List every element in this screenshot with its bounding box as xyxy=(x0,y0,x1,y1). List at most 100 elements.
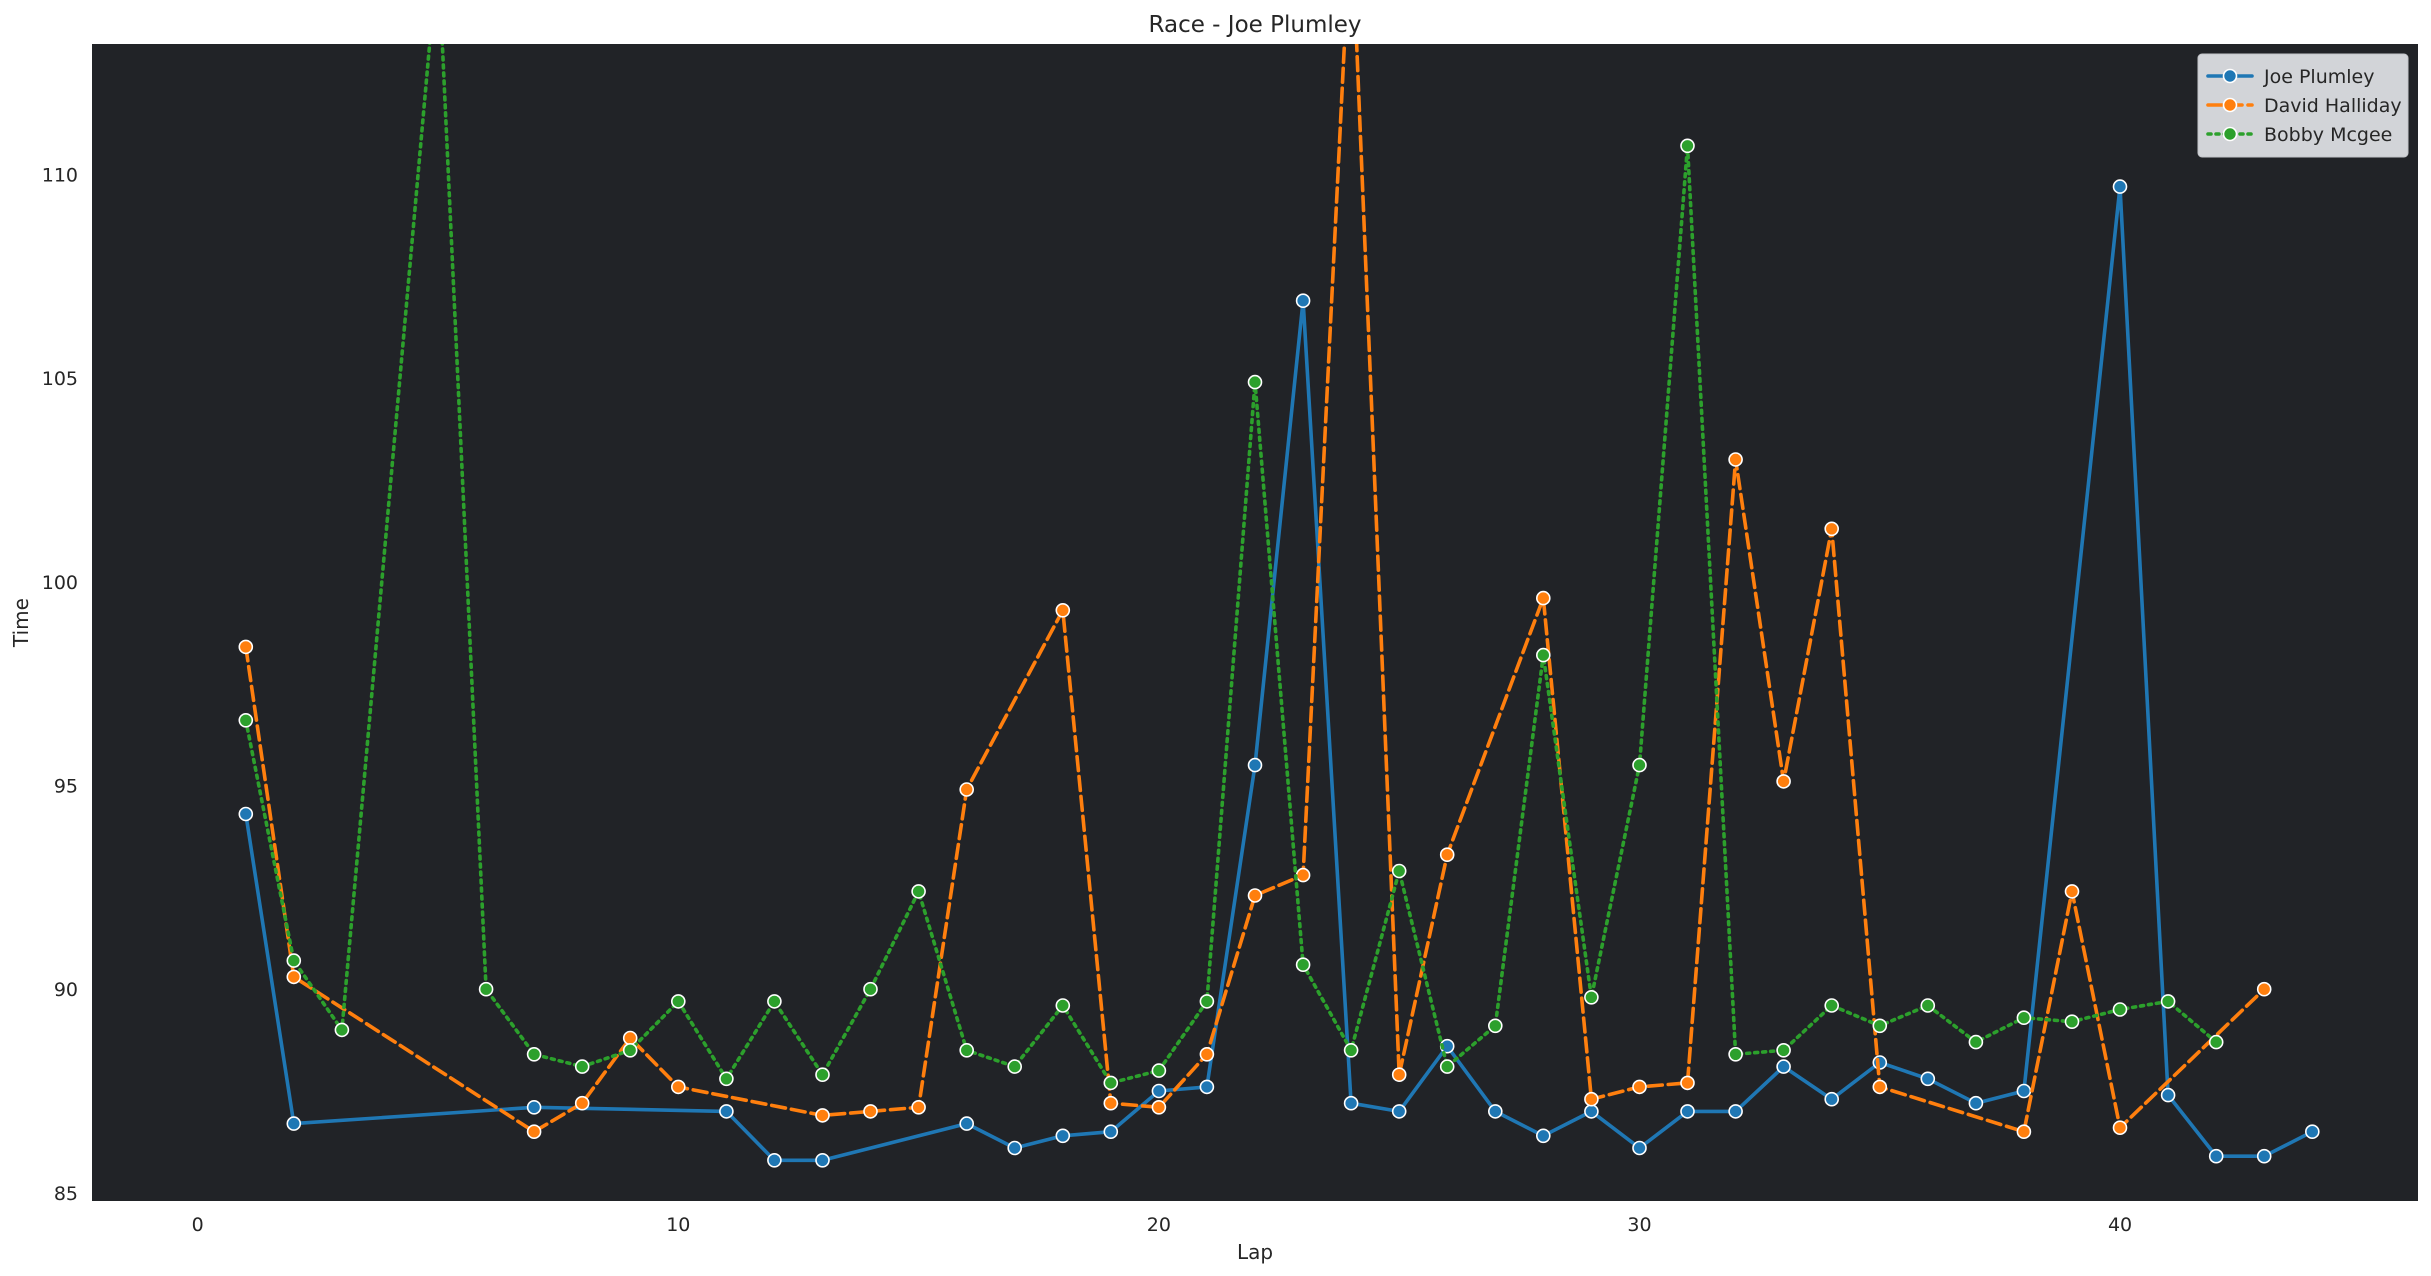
data-point-david-halliday xyxy=(1776,774,1791,789)
chart-title: Race - Joe Plumley xyxy=(1149,12,1362,38)
series-bobby-mcgee xyxy=(238,44,2224,1091)
y-tick-label: 95 xyxy=(54,775,78,797)
data-point-bobby-mcgee xyxy=(2160,994,2176,1009)
data-point-bobby-mcgee xyxy=(574,1059,590,1074)
data-point-bobby-mcgee xyxy=(863,981,878,997)
data-point-david-halliday xyxy=(1728,452,1743,467)
data-point-david-halliday xyxy=(863,1104,878,1119)
x-axis-label: Lap xyxy=(1237,1240,1273,1264)
data-point-joe-plumley xyxy=(1007,1140,1023,1156)
data-point-bobby-mcgee xyxy=(1776,1043,1791,1058)
data-point-bobby-mcgee xyxy=(1680,138,1695,154)
data-point-bobby-mcgee xyxy=(1007,1059,1023,1074)
data-point-joe-plumley xyxy=(1680,1104,1695,1119)
series-david-halliday xyxy=(238,44,2272,1139)
data-point-bobby-mcgee xyxy=(2208,1034,2224,1050)
data-point-joe-plumley xyxy=(238,806,254,822)
data-point-bobby-mcgee xyxy=(1968,1034,1984,1050)
data-point-joe-plumley xyxy=(1776,1059,1791,1074)
legend-label-bobby-mcgee: Bobby Mcgee xyxy=(2264,124,2392,146)
data-point-joe-plumley xyxy=(719,1104,734,1119)
x-tick-label: 0 xyxy=(192,1214,204,1236)
data-point-bobby-mcgee xyxy=(1055,998,1071,1013)
data-point-bobby-mcgee xyxy=(767,994,782,1009)
data-point-bobby-mcgee xyxy=(1103,1075,1119,1091)
data-point-david-halliday xyxy=(286,969,302,985)
data-point-bobby-mcgee xyxy=(670,994,686,1009)
data-point-bobby-mcgee xyxy=(478,981,494,997)
data-point-joe-plumley xyxy=(286,1116,302,1131)
data-point-david-halliday xyxy=(2256,981,2272,997)
y-tick-label: 105 xyxy=(42,368,78,390)
data-point-david-halliday xyxy=(1247,888,1263,903)
y-tick-label: 90 xyxy=(54,979,78,1001)
data-point-david-halliday xyxy=(1151,1100,1167,1115)
data-point-joe-plumley xyxy=(2160,1087,2176,1103)
data-point-david-halliday xyxy=(574,1095,590,1111)
data-point-david-halliday xyxy=(815,1108,830,1123)
data-point-david-halliday xyxy=(1872,1079,1888,1095)
data-point-joe-plumley xyxy=(1488,1104,1503,1119)
data-point-bobby-mcgee xyxy=(719,1071,734,1087)
data-point-bobby-mcgee xyxy=(1199,994,1215,1009)
y-axis-ticks: 85 90 95 100 105 110 xyxy=(42,164,78,1204)
data-point-joe-plumley xyxy=(2208,1148,2224,1164)
data-point-david-halliday xyxy=(670,1079,686,1095)
data-point-bobby-mcgee xyxy=(1295,957,1311,973)
data-point-bobby-mcgee xyxy=(1536,647,1551,663)
data-point-bobby-mcgee xyxy=(1391,863,1407,879)
data-point-david-halliday xyxy=(238,639,254,655)
data-point-joe-plumley xyxy=(2305,1124,2320,1139)
data-point-david-halliday xyxy=(1824,521,1839,537)
data-point-bobby-mcgee xyxy=(334,1022,350,1038)
data-point-david-halliday xyxy=(959,782,975,797)
series-layer xyxy=(238,44,2320,1168)
data-point-david-halliday xyxy=(1103,1095,1119,1111)
x-tick-label: 20 xyxy=(1147,1214,1171,1236)
data-point-joe-plumley xyxy=(2112,179,2128,194)
data-point-bobby-mcgee xyxy=(238,712,254,728)
data-point-david-halliday xyxy=(622,1030,638,1046)
data-point-joe-plumley xyxy=(1584,1104,1599,1119)
data-point-joe-plumley xyxy=(1247,757,1263,773)
data-point-joe-plumley xyxy=(1632,1140,1647,1156)
data-point-david-halliday xyxy=(2112,1120,2128,1135)
legend-marker-david-halliday xyxy=(2222,97,2238,113)
data-point-david-halliday xyxy=(2016,1124,2032,1139)
data-point-bobby-mcgee xyxy=(622,1043,638,1058)
data-point-bobby-mcgee xyxy=(1632,757,1647,773)
y-tick-label: 85 xyxy=(54,1183,78,1205)
data-point-bobby-mcgee xyxy=(911,884,926,899)
data-point-bobby-mcgee xyxy=(1728,1047,1743,1062)
legend-marker-bobby-mcgee xyxy=(2222,126,2238,142)
data-point-joe-plumley xyxy=(1295,293,1311,309)
data-point-joe-plumley xyxy=(1536,1128,1551,1144)
data-point-bobby-mcgee xyxy=(2112,1002,2128,1017)
data-point-joe-plumley xyxy=(1824,1091,1839,1107)
data-point-joe-plumley xyxy=(1343,1095,1359,1111)
data-point-joe-plumley xyxy=(1055,1128,1071,1144)
data-point-joe-plumley xyxy=(767,1153,782,1168)
legend-box xyxy=(2197,53,2409,158)
data-point-joe-plumley xyxy=(1199,1079,1215,1095)
data-point-bobby-mcgee xyxy=(1872,1018,1888,1034)
data-point-bobby-mcgee xyxy=(1584,989,1599,1005)
data-point-bobby-mcgee xyxy=(526,1047,542,1062)
data-point-david-halliday xyxy=(911,1100,926,1115)
data-point-david-halliday xyxy=(526,1124,542,1139)
data-point-david-halliday xyxy=(1439,847,1455,863)
data-point-david-halliday xyxy=(1632,1079,1647,1095)
data-point-david-halliday xyxy=(1295,867,1311,883)
data-point-joe-plumley xyxy=(1103,1124,1119,1139)
legend-label-joe-plumley: Joe Plumley xyxy=(2263,66,2374,88)
data-point-joe-plumley xyxy=(2016,1083,2032,1099)
x-axis-ticks: 0 10 20 30 40 xyxy=(192,1214,2132,1236)
data-point-bobby-mcgee xyxy=(1247,374,1263,390)
data-point-david-halliday xyxy=(1199,1047,1215,1062)
data-point-david-halliday xyxy=(2064,884,2080,899)
data-point-joe-plumley xyxy=(1920,1071,1936,1087)
legend: Joe Plumley David Halliday Bobby Mcgee xyxy=(2197,53,2409,158)
series-joe-plumley xyxy=(238,179,2320,1168)
legend-label-david-halliday: David Halliday xyxy=(2264,95,2402,117)
x-tick-label: 10 xyxy=(666,1214,690,1236)
